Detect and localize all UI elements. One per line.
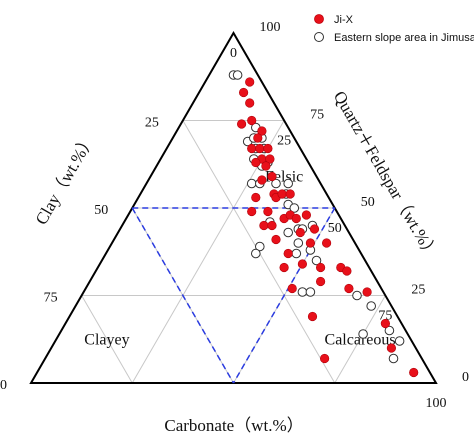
tick-labels: 0 25 50 75 100 25 50 75 100 0 25 50 75 100: [0, 20, 469, 411]
eastern-slope-point: [311, 255, 322, 266]
right-tick-label: 50: [361, 195, 375, 210]
ji-x-point: [283, 248, 293, 259]
region-label-clayey: Clayey: [84, 331, 129, 348]
ji-x-point: [277, 189, 287, 199]
left-tick-label: 100: [0, 378, 7, 393]
right-tick-label: 100: [260, 20, 281, 35]
ji-x-point: [247, 115, 257, 126]
bottom-tick-label: 50: [328, 221, 342, 236]
bottom-tick-label: 25: [277, 134, 291, 149]
legend: Ji-X Eastern slope area in Jimusar: [314, 14, 474, 44]
right-tick-label: 75: [310, 108, 324, 123]
ji-x-point: [409, 367, 419, 378]
eastern-slope-point: [271, 178, 281, 189]
ji-x-point: [247, 143, 257, 154]
ji-x-point: [267, 171, 277, 182]
eastern-slope-point: [232, 70, 243, 80]
left-tick-label: 50: [94, 203, 108, 218]
eastern-slope-point: [305, 287, 316, 297]
ji-x-point: [291, 213, 301, 224]
right-axis-title: Quartz＋Feldspar（wt.%）: [330, 88, 442, 263]
ji-x-point: [322, 238, 332, 248]
ji-x-point: [297, 259, 308, 269]
grid-line: [81, 295, 133, 384]
ji-x-point: [255, 143, 265, 154]
bottom-tick-label: 75: [378, 309, 392, 324]
eastern-slope-point: [366, 301, 377, 311]
ji-x-point: [279, 262, 289, 273]
right-tick-label: 25: [411, 283, 425, 298]
ji-x-point: [265, 154, 275, 164]
ji-x-point: [257, 175, 267, 185]
eastern-slope-point: [394, 336, 405, 346]
region-boundary-line: [131, 207, 235, 384]
ji-x-point: [380, 318, 391, 329]
eastern-slope-point: [246, 178, 257, 189]
eastern-slope-point: [352, 290, 362, 301]
eastern-slope-point: [358, 329, 368, 339]
ji-x-point: [263, 206, 273, 217]
eastern-slope-point: [291, 248, 302, 259]
ji-x-point: [237, 119, 247, 129]
ji-x-point: [271, 234, 281, 245]
bottom-axis-title: Carbonate（wt.%）: [164, 416, 303, 435]
ji-x-point: [253, 133, 263, 143]
ji-x-point: [316, 276, 326, 287]
ji-x-point: [344, 283, 354, 294]
eastern-slope-point: [251, 248, 261, 259]
ji-x-point: [316, 262, 326, 273]
eastern-slope-point: [293, 238, 304, 248]
region-label-calcareous: Calcareous: [325, 331, 396, 348]
legend-label-ji-x: Ji-X: [334, 14, 354, 26]
ji-x-point: [295, 227, 305, 238]
ji-x-point: [320, 353, 330, 364]
ji-x-point: [251, 157, 261, 168]
ji-x-point: [309, 224, 320, 234]
ji-x-point: [285, 189, 295, 199]
eastern-slope-point: [384, 325, 395, 336]
data-points: [228, 70, 419, 378]
right-tick-label: 0: [462, 370, 469, 385]
eastern-slope-point: [297, 287, 308, 297]
region-boundary-line: [232, 207, 336, 384]
ji-x-point: [307, 311, 318, 322]
eastern-slope-point: [289, 203, 300, 213]
ji-x-point: [251, 192, 261, 203]
legend-label-eastern-slope: Eastern slope area in Jimusar: [334, 32, 474, 44]
ji-x-point: [287, 283, 297, 294]
ji-x-point: [239, 87, 249, 98]
ji-x-point: [247, 206, 257, 217]
eastern-slope-point: [283, 227, 294, 238]
ji-x-point: [301, 210, 312, 220]
eastern-slope-point: [254, 241, 265, 252]
legend-marker-ji-x: [314, 14, 324, 24]
ji-x-point: [263, 143, 273, 154]
ji-x-point: [261, 161, 271, 171]
legend-marker-eastern-slope: [314, 32, 324, 42]
ji-x-point: [267, 220, 277, 231]
bottom-tick-label: 100: [426, 396, 447, 411]
left-tick-label: 75: [44, 291, 58, 306]
region-boundaries: [131, 207, 336, 384]
left-tick-label: 25: [145, 116, 159, 131]
ji-x-point: [245, 98, 255, 108]
eastern-slope-point: [388, 353, 399, 364]
eastern-slope-point: [283, 178, 294, 189]
grid-line: [334, 295, 386, 384]
ji-x-point: [259, 220, 269, 231]
ji-x-point: [342, 266, 352, 276]
ji-x-point: [305, 238, 316, 248]
bottom-tick-label: 0: [230, 46, 237, 61]
ji-x-point: [386, 343, 397, 353]
ji-x-point: [245, 77, 255, 87]
ji-x-point: [362, 287, 372, 297]
left-axis-title: Clay（wt.%）: [32, 131, 99, 228]
ji-x-point: [257, 126, 267, 136]
